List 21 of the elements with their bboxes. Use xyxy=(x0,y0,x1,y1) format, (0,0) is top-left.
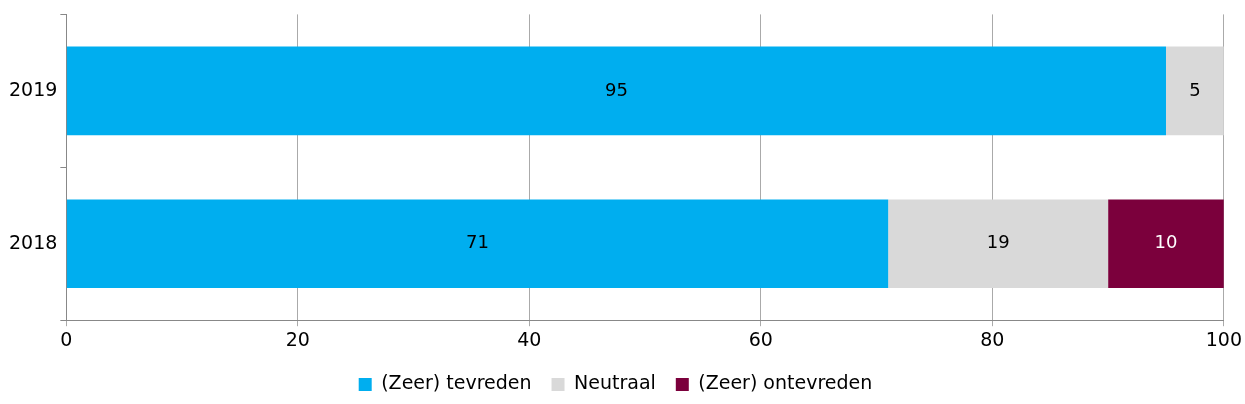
data-label: 95 xyxy=(604,78,628,100)
x-tick-label: 20 xyxy=(285,327,310,350)
bar xyxy=(1108,199,1224,289)
bar xyxy=(1165,46,1224,136)
bar xyxy=(66,199,889,289)
data-label: 5 xyxy=(1189,78,1201,100)
data-label: 71 xyxy=(466,231,489,253)
y-tick-label: 2018 xyxy=(8,230,58,253)
bar xyxy=(888,199,1109,289)
legend-label: (Zeer) ontevreden xyxy=(698,371,873,394)
bar xyxy=(66,46,1166,136)
y-tick-label: 2019 xyxy=(8,77,58,100)
data-label: 19 xyxy=(986,231,1010,253)
data-label: 10 xyxy=(1154,231,1178,253)
x-tick-label: 80 xyxy=(980,327,1005,350)
x-tick-label: 60 xyxy=(748,327,773,350)
x-tick-label: 100 xyxy=(1205,327,1242,350)
x-tick-label: 0 xyxy=(60,327,73,350)
legend-label: (Zeer) tevreden xyxy=(381,371,532,394)
x-tick-label: 40 xyxy=(517,327,542,350)
legend-label: Neutraal xyxy=(574,371,656,394)
